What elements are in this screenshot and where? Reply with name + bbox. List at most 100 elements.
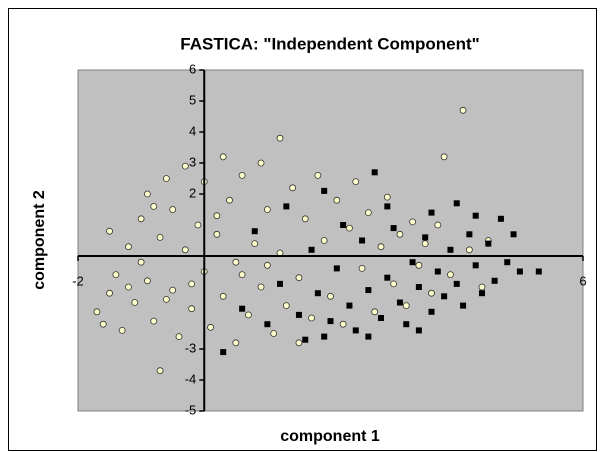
y-tick-label: -4 <box>185 371 197 386</box>
data-point <box>118 326 126 334</box>
data-point <box>232 339 240 347</box>
data-point <box>289 184 297 192</box>
data-point <box>390 225 397 232</box>
data-point <box>359 237 366 244</box>
data-point <box>466 231 473 238</box>
data-point <box>396 299 403 306</box>
data-point <box>352 178 360 186</box>
y-tick-label: -5 <box>185 402 197 417</box>
data-point <box>137 258 145 266</box>
data-point <box>352 327 359 334</box>
data-point <box>150 202 158 210</box>
data-point <box>453 200 460 207</box>
data-point <box>340 222 347 228</box>
data-point <box>358 264 366 272</box>
data-point <box>497 215 504 222</box>
data-point <box>169 286 177 294</box>
data-point <box>188 280 196 288</box>
data-point <box>295 274 303 282</box>
data-point <box>162 175 170 182</box>
data-point <box>472 212 479 219</box>
data-point <box>257 159 265 167</box>
data-point <box>239 305 246 312</box>
data-point <box>365 287 372 294</box>
data-point <box>213 230 221 238</box>
y-tick-label: 5 <box>189 92 196 107</box>
data-point <box>251 240 259 248</box>
data-point <box>472 262 479 269</box>
data-point <box>491 277 498 284</box>
data-point <box>245 311 252 319</box>
data-point <box>320 237 328 244</box>
data-point <box>447 246 454 253</box>
data-point <box>478 283 486 291</box>
data-point <box>232 258 240 266</box>
data-point <box>181 162 189 170</box>
plot-area <box>77 69 584 412</box>
data-point <box>188 305 196 313</box>
y-tick-label: -3 <box>185 340 197 355</box>
data-point <box>219 153 227 161</box>
data-point <box>283 203 290 210</box>
data-point <box>415 327 422 334</box>
data-point <box>308 314 315 322</box>
data-point <box>434 268 441 275</box>
data-point <box>238 271 246 279</box>
data-point <box>277 280 283 287</box>
data-point <box>263 261 271 269</box>
data-point <box>106 227 113 235</box>
data-point <box>378 315 384 321</box>
data-point <box>479 290 485 297</box>
data-point <box>333 196 341 204</box>
data-point <box>308 246 315 253</box>
data-point <box>125 243 132 251</box>
data-point <box>459 106 467 114</box>
data-point <box>447 271 454 279</box>
data-point <box>276 134 284 142</box>
data-point <box>535 268 542 275</box>
data-point <box>465 246 473 254</box>
data-point <box>403 321 410 328</box>
y-axis-label: component 2 <box>31 190 48 290</box>
data-point <box>339 320 347 328</box>
data-point <box>106 289 113 297</box>
data-point <box>428 289 435 297</box>
data-point <box>125 283 132 291</box>
data-point <box>150 317 158 325</box>
data-point <box>402 302 410 310</box>
data-point <box>181 246 189 254</box>
x-axis-label: component 1 <box>280 428 380 445</box>
data-point <box>314 171 322 179</box>
data-point <box>441 293 448 300</box>
data-point <box>440 153 448 161</box>
data-point <box>213 212 221 220</box>
data-point <box>422 234 429 241</box>
y-tick-label: 6 <box>189 61 196 76</box>
data-point <box>371 308 379 316</box>
data-point <box>93 308 101 316</box>
data-point <box>302 336 309 343</box>
data-point <box>226 196 233 204</box>
data-point <box>415 284 422 290</box>
data-point <box>327 292 334 300</box>
data-point <box>99 320 107 328</box>
data-point <box>390 280 398 288</box>
data-point <box>156 367 164 375</box>
data-point <box>485 240 492 247</box>
data-point <box>314 290 321 297</box>
data-point <box>384 203 391 210</box>
data-point <box>415 261 423 269</box>
data-point <box>346 224 353 232</box>
data-point <box>301 215 309 223</box>
data-point <box>264 321 271 328</box>
y-tick-label: 3 <box>189 154 196 169</box>
data-point <box>428 308 435 315</box>
data-point <box>137 215 145 223</box>
data-point <box>377 243 385 251</box>
data-point <box>144 277 151 285</box>
data-point <box>169 206 177 213</box>
data-point <box>131 299 139 306</box>
data-point <box>257 283 265 291</box>
